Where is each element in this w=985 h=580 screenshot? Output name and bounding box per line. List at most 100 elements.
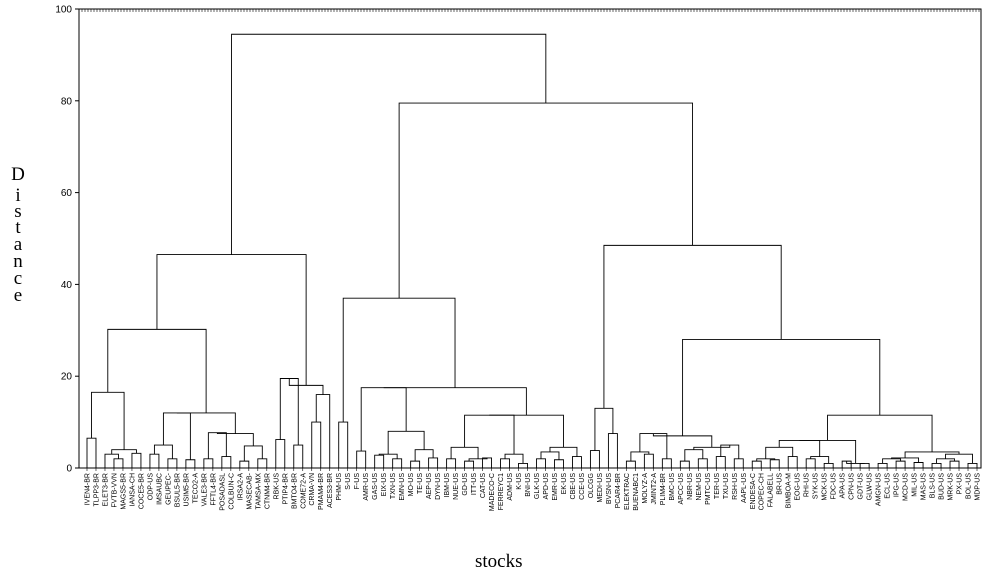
dendrogram-link	[464, 414, 515, 455]
leaf-label: CAT-US	[480, 473, 487, 498]
leaf-label: MO-US	[408, 473, 415, 497]
leaf-label: VALE3-BR	[201, 473, 208, 506]
leaf-label: TECO2-A	[192, 473, 199, 504]
leaf-label: BUENABC1	[633, 473, 640, 511]
y-axis-label-letter: n	[13, 251, 23, 272]
leaf-label: RBK-US	[273, 473, 280, 500]
dendrogram-link	[185, 459, 196, 468]
leaf-label: TXN-US	[390, 473, 397, 499]
y-axis-label-letter: e	[13, 285, 23, 306]
leaf-label: PTIP4-BR	[282, 473, 289, 505]
leaf-label: PCAR4-BR	[615, 473, 622, 508]
dendrogram-link	[450, 446, 479, 459]
dendrogram-link	[846, 461, 865, 464]
dendrogram-link	[398, 102, 694, 299]
dendrogram-link	[387, 430, 425, 455]
leaf-label: OLCGG	[588, 473, 595, 498]
leaf-label: TXU-US	[723, 473, 730, 499]
y-axis-label-letter: i	[15, 185, 21, 206]
dendrogram-link	[257, 458, 268, 468]
leaf-label: ADM-US	[507, 473, 514, 501]
leaf-label: BOL-US	[966, 473, 973, 499]
leaf-label: COPEC-CH	[759, 473, 766, 510]
dendrogram-link	[203, 458, 214, 468]
leaf-label: USIM5-BR	[183, 473, 190, 506]
dendrogram-link	[279, 378, 299, 446]
dendrogram-link	[931, 462, 942, 468]
leaf-label: IMSAUBC	[156, 473, 163, 505]
dendrogram-link	[113, 458, 124, 468]
leaf-label: BVSN-US	[606, 473, 613, 504]
dendrogram-link	[594, 407, 614, 451]
leaf-label: EK-US	[561, 473, 568, 495]
dendrogram-link	[603, 244, 782, 409]
dendrogram-link	[877, 462, 888, 468]
leaf-label: SYK-US	[813, 473, 820, 499]
x-axis-label: stocks	[475, 551, 523, 572]
dendrogram-link	[414, 449, 434, 462]
leaf-label: S-US	[345, 473, 352, 490]
leaf-label: MIL-US	[912, 473, 919, 497]
dendrogram-link	[216, 432, 254, 446]
leaf-label: IRSA2-A	[237, 473, 244, 501]
leaf-label: APCC-US	[678, 473, 685, 505]
leaf-label: TER-US	[714, 473, 721, 499]
dendrogram-link	[315, 394, 331, 468]
leaf-label: MOLYZ-A	[642, 473, 649, 504]
y-tick-label: 80	[61, 96, 73, 107]
dendrogram-link	[428, 457, 439, 468]
dendrogram-link	[823, 462, 834, 468]
dendrogram-link	[86, 437, 97, 468]
dendrogram-link	[489, 414, 564, 448]
dendrogram-link	[805, 458, 816, 468]
dendrogram-link	[769, 459, 780, 468]
leaf-label: AMGN-US	[876, 473, 883, 506]
leaf-label: K-US	[516, 473, 523, 490]
leaf-label: APA-US	[840, 473, 847, 499]
leaf-label: GLK-US	[534, 473, 541, 499]
dendrogram-link	[799, 440, 857, 464]
leaf-label: IVEN4-BR	[85, 473, 92, 505]
leaf-label: TAMSA-MX	[255, 473, 262, 510]
leaf-label: AAPL-US	[741, 473, 748, 503]
dendrogram-link	[913, 462, 924, 468]
dendrogram-link	[778, 440, 821, 457]
dendrogram-link	[221, 456, 232, 468]
leaf-label: BIMBOA-M	[786, 473, 793, 509]
dendrogram-link	[630, 451, 650, 462]
leaf-label: GD-US	[462, 473, 469, 496]
leaf-label: PHM-US	[336, 473, 343, 501]
y-tick-label: 0	[66, 464, 72, 475]
dendrogram-link	[967, 462, 978, 468]
dendrogram-links	[86, 33, 978, 468]
dendrogram-link	[167, 458, 178, 468]
dendrogram-link	[904, 451, 960, 458]
dendrogram-link	[859, 462, 870, 468]
dendrogram-link	[607, 433, 618, 468]
dendrogram-link	[697, 458, 708, 468]
plot-border	[78, 8, 982, 469]
leaf-label: FERREYC1	[498, 473, 505, 510]
leaf-label: EOG-US	[795, 473, 802, 501]
dendrogram-link	[311, 421, 322, 468]
leaf-label: FFTL4-BR	[210, 473, 217, 506]
dendrogram-link	[338, 421, 349, 468]
y-tick-label: 100	[55, 5, 72, 16]
dendrogram-link	[661, 458, 672, 468]
leaf-label: PMAM4-BR	[318, 473, 325, 510]
y-tick-label: 20	[61, 372, 73, 383]
leaf-label: CRMA-VN	[309, 473, 316, 506]
leaf-label: BUD-US	[939, 473, 946, 500]
leaf-label: BR-US	[777, 473, 784, 495]
dendrogram-link	[131, 452, 142, 468]
dendrogram-link	[360, 387, 407, 452]
leaf-label: EIX-US	[381, 473, 388, 497]
y-axis-label-letter: t	[15, 217, 21, 238]
leaf-label: ELEKTRAC	[624, 473, 631, 510]
y-tick-label: 40	[61, 280, 73, 291]
leaf-label: NBR-US	[687, 473, 694, 500]
dendrogram-link	[554, 459, 564, 468]
dendrogram-link	[643, 453, 654, 468]
leaf-label: AEP-US	[426, 473, 433, 499]
plot-frame	[78, 8, 982, 469]
